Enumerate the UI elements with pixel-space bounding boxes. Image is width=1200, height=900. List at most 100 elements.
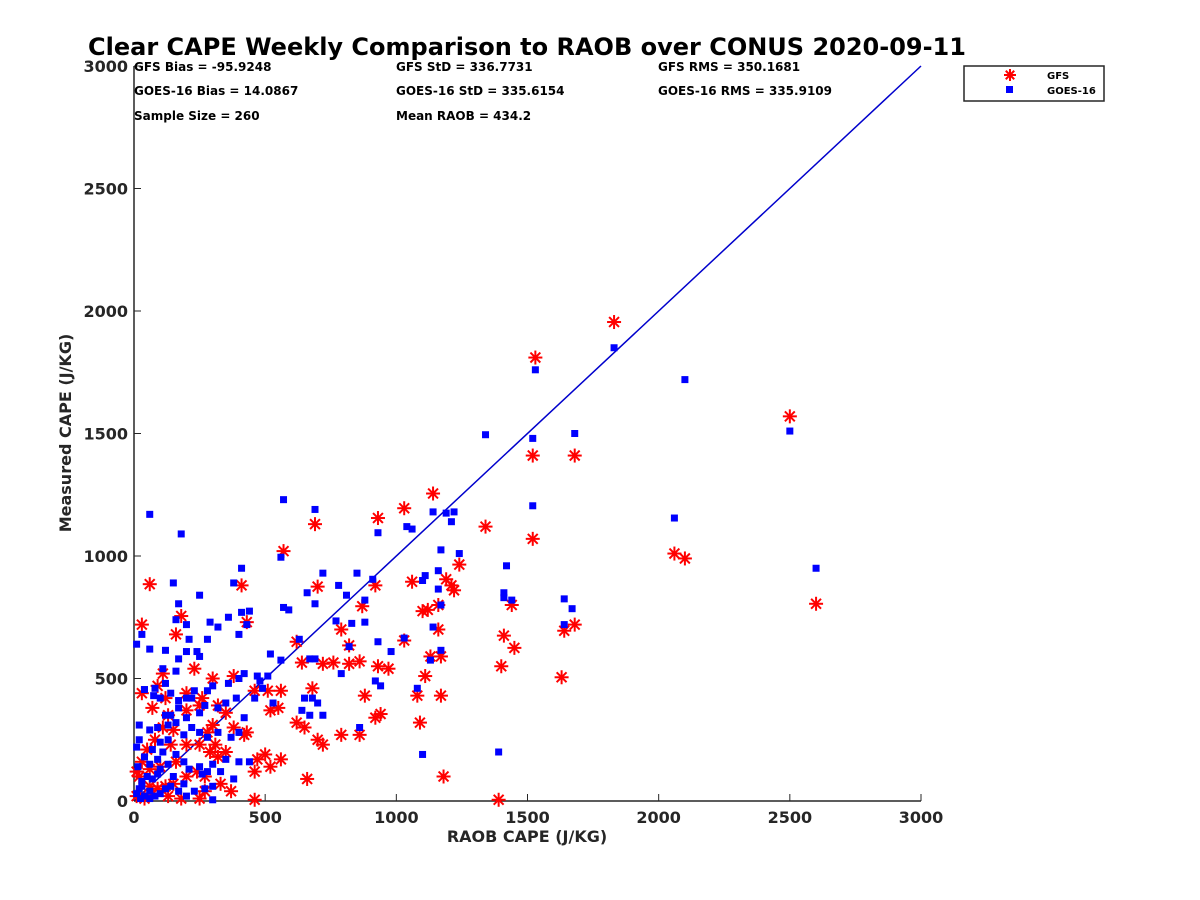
gfs-point	[494, 659, 509, 674]
goes16-point	[150, 692, 158, 700]
series-goes16	[133, 344, 820, 804]
x-axis-label: RAOB CAPE (J/KG)	[447, 827, 607, 846]
goes16-point	[319, 569, 327, 577]
gfs-point	[168, 627, 183, 642]
x-tick-label: 1500	[505, 808, 550, 827]
goes16-point	[400, 634, 408, 642]
gfs-point	[258, 747, 273, 762]
goes16-point	[159, 665, 167, 673]
goes16-point	[230, 775, 238, 783]
goes16-point	[235, 758, 243, 766]
goes16-point	[434, 585, 442, 593]
gfs-point	[677, 551, 692, 566]
goes16-point	[172, 616, 180, 624]
goes16-point	[167, 689, 175, 697]
goes16-point	[387, 648, 395, 656]
goes16-point	[180, 780, 188, 788]
gfs-point	[607, 315, 622, 330]
goes16-point	[182, 792, 190, 800]
y-axis-label: Measured CAPE (J/KG)	[56, 334, 75, 533]
goes16-point	[138, 777, 146, 785]
goes16-point	[209, 760, 217, 768]
gfs-point	[554, 670, 569, 685]
gfs-point	[809, 596, 824, 611]
gfs-point	[420, 602, 435, 617]
goes16-point	[146, 510, 154, 518]
y-tick-label: 1500	[83, 425, 128, 444]
legend-gfs-asterisk-icon	[1004, 69, 1016, 81]
goes16-point	[209, 796, 217, 804]
goes16-point	[529, 502, 537, 510]
gfs-point	[224, 784, 239, 799]
goes16-point	[560, 621, 568, 629]
goes16-point	[434, 567, 442, 575]
goes16-point	[156, 765, 164, 773]
goes16-point	[238, 564, 246, 572]
goes16-point	[227, 733, 235, 741]
gfs-point	[326, 655, 341, 670]
y-tick-label: 3000	[83, 57, 128, 76]
legend-goes16-square-icon	[1006, 86, 1013, 93]
gfs-point	[491, 792, 506, 807]
goes16-point	[190, 687, 198, 695]
goes16-point	[175, 704, 183, 712]
gfs-point	[342, 656, 357, 671]
goes16-point	[681, 376, 689, 384]
goes16-point	[154, 755, 162, 763]
x-ticks: 0 500 1000 1500 2000 2500 3000	[128, 794, 943, 827]
goes16-point	[175, 697, 183, 705]
gfs-point	[192, 791, 207, 806]
goes16-point	[426, 656, 434, 664]
goes16-point	[437, 601, 445, 609]
goes16-point	[203, 687, 211, 695]
gfs-point	[315, 656, 330, 671]
goes16-point	[161, 785, 169, 793]
goes16-point	[345, 643, 353, 651]
gfs-point	[208, 737, 223, 752]
goes16-point	[169, 579, 177, 587]
goes16-point	[172, 750, 180, 758]
y-ticks: 0 500 1000 1500 2000 2500 3000	[83, 57, 141, 811]
legend-gfs-asterisk	[1004, 69, 1016, 81]
goes16-point	[560, 595, 568, 603]
goes16-point	[285, 606, 293, 614]
gfs-point	[357, 688, 372, 703]
gfs-point	[418, 669, 433, 684]
goes16-point	[337, 670, 345, 678]
gfs-point	[447, 583, 462, 598]
goes16-point	[240, 714, 248, 722]
goes16-point	[182, 621, 190, 629]
goes16-point	[164, 736, 172, 744]
y-tick-label: 2000	[83, 302, 128, 321]
goes16-point	[377, 682, 385, 690]
goes16-point	[503, 562, 511, 570]
gfs-point	[397, 501, 412, 516]
stat-gfs-rms: GFS RMS = 350.1681	[658, 60, 800, 74]
goes16-point	[196, 652, 204, 660]
goes16-point	[175, 787, 183, 795]
goes16-point	[137, 795, 145, 803]
goes16-point	[280, 603, 288, 611]
legend-goes16-label: GOES-16	[1047, 86, 1096, 97]
x-tick-label: 500	[248, 808, 281, 827]
gfs-point	[203, 745, 218, 759]
goes16-point	[133, 790, 141, 798]
goes16-point	[429, 508, 437, 516]
goes16-point	[495, 748, 503, 756]
gfs-point	[567, 448, 582, 463]
goes16-point	[508, 596, 516, 604]
goes16-point	[140, 753, 148, 761]
goes16-point	[209, 682, 217, 690]
goes16-point	[196, 591, 204, 599]
gfs-point	[405, 574, 420, 589]
gfs-point	[426, 486, 441, 501]
gfs-point	[142, 577, 157, 592]
goes16-point	[172, 719, 180, 727]
goes16-point	[311, 600, 319, 608]
goes16-point	[786, 427, 794, 435]
goes16-point	[408, 525, 416, 533]
gfs-point	[496, 628, 511, 643]
gfs-point	[567, 617, 582, 632]
goes16-point	[135, 721, 143, 729]
